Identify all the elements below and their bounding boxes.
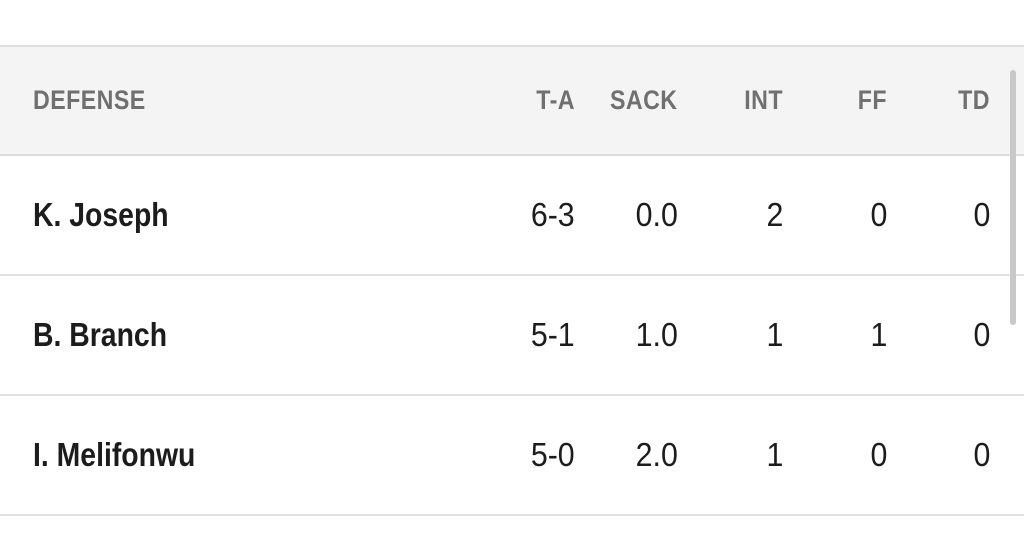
column-header-touchdowns: TD (958, 85, 990, 115)
player-name[interactable]: I. Melifonwu (33, 436, 196, 473)
tackles-assists-value: 5-0 (531, 436, 575, 473)
forced-fumbles-value: 0 (870, 436, 887, 473)
sacks-value: 1.0 (635, 316, 678, 353)
sacks-value: 2.0 (635, 436, 678, 473)
column-header-sacks: SACK (610, 85, 678, 115)
column-header-interceptions: INT (744, 85, 783, 115)
interceptions-value: 2 (766, 196, 783, 233)
defense-stats-table: DEFENSE T-A SACK INT FF TD K. Joseph 6-3… (0, 47, 1024, 516)
section-divider (0, 45, 1024, 47)
column-header-forced-fumbles: FF (857, 85, 887, 115)
previous-section-area (0, 0, 1024, 45)
column-header-defense: DEFENSE (33, 85, 146, 115)
table-row[interactable]: B. Branch 5-1 1.0 1 1 0 (0, 276, 1024, 396)
touchdowns-value: 0 (973, 316, 990, 353)
touchdowns-value: 0 (973, 196, 990, 233)
interceptions-value: 1 (766, 316, 783, 353)
tackles-assists-value: 5-1 (531, 316, 575, 353)
table-row[interactable]: K. Joseph 6-3 0.0 2 0 0 (0, 156, 1024, 276)
touchdowns-value: 0 (973, 436, 990, 473)
table-row[interactable]: I. Melifonwu 5-0 2.0 1 0 0 (0, 396, 1024, 516)
sacks-value: 0.0 (635, 196, 678, 233)
vertical-scrollbar[interactable] (1010, 70, 1016, 325)
table-header-row: DEFENSE T-A SACK INT FF TD (0, 47, 1024, 156)
forced-fumbles-value: 1 (870, 316, 887, 353)
column-header-tackles-assists: T-A (536, 85, 575, 115)
interceptions-value: 1 (766, 436, 783, 473)
tackles-assists-value: 6-3 (531, 196, 575, 233)
forced-fumbles-value: 0 (870, 196, 887, 233)
player-name[interactable]: B. Branch (33, 316, 168, 353)
player-name[interactable]: K. Joseph (33, 196, 169, 233)
